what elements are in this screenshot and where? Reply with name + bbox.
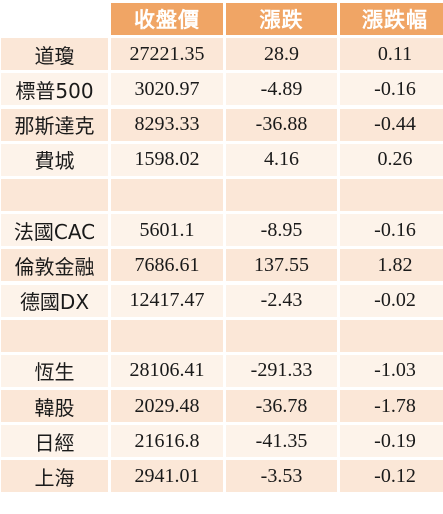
close-price: 12417.47 [111, 284, 223, 317]
close-price: 2029.48 [111, 390, 223, 423]
index-name: 道瓊 [1, 38, 108, 71]
change-percent: -0.16 [340, 214, 443, 247]
index-name: 倫敦金融 [1, 249, 108, 282]
index-name: 法國CAC [1, 214, 108, 247]
close-price: 3020.97 [111, 73, 223, 106]
close-price: 28106.41 [111, 354, 223, 387]
close-price: 5601.1 [111, 214, 223, 247]
change-value: 28.9 [226, 38, 337, 71]
change-value: 137.55 [226, 249, 337, 282]
header-change-percent: 漲跌幅 [340, 3, 443, 35]
change-percent: -0.02 [340, 284, 443, 317]
index-name: 德國DX [1, 284, 108, 317]
change-value: -3.53 [226, 460, 337, 493]
change-percent: -1.78 [340, 390, 443, 423]
change-percent: -0.19 [340, 425, 443, 458]
change-value: -4.89 [226, 73, 337, 106]
index-name: 恆生 [1, 354, 108, 387]
header-change: 漲跌 [226, 3, 337, 35]
spacer-cell [1, 178, 108, 211]
spacer-cell [111, 319, 223, 352]
index-name: 標普500 [1, 73, 108, 106]
index-name: 日經 [1, 425, 108, 458]
index-name: 韓股 [1, 390, 108, 423]
spacer-cell [226, 178, 337, 211]
change-value: -2.43 [226, 284, 337, 317]
change-value: -291.33 [226, 354, 337, 387]
change-percent: 0.26 [340, 143, 443, 176]
change-percent: 1.82 [340, 249, 443, 282]
close-price: 27221.35 [111, 38, 223, 71]
close-price: 1598.02 [111, 143, 223, 176]
spacer-cell [226, 319, 337, 352]
index-name: 費城 [1, 143, 108, 176]
spacer-cell [340, 178, 443, 211]
close-price: 21616.8 [111, 425, 223, 458]
spacer-cell [340, 319, 443, 352]
close-price: 7686.61 [111, 249, 223, 282]
change-percent: 0.11 [340, 38, 443, 71]
change-value: -36.88 [226, 108, 337, 141]
change-percent: -0.16 [340, 73, 443, 106]
change-value: -36.78 [226, 390, 337, 423]
close-price: 2941.01 [111, 460, 223, 493]
change-value: -41.35 [226, 425, 337, 458]
change-value: -8.95 [226, 214, 337, 247]
change-percent: -0.12 [340, 460, 443, 493]
close-price: 8293.33 [111, 108, 223, 141]
header-blank-cell [1, 3, 108, 35]
market-index-table: 收盤價 漲跌 漲跌幅 道瓊 27221.35 28.9 0.11 標普500 3… [1, 3, 443, 493]
index-name: 那斯達克 [1, 108, 108, 141]
spacer-cell [1, 319, 108, 352]
header-close-price: 收盤價 [111, 3, 223, 35]
index-name: 上海 [1, 460, 108, 493]
change-percent: -1.03 [340, 354, 443, 387]
change-value: 4.16 [226, 143, 337, 176]
spacer-cell [111, 178, 223, 211]
change-percent: -0.44 [340, 108, 443, 141]
